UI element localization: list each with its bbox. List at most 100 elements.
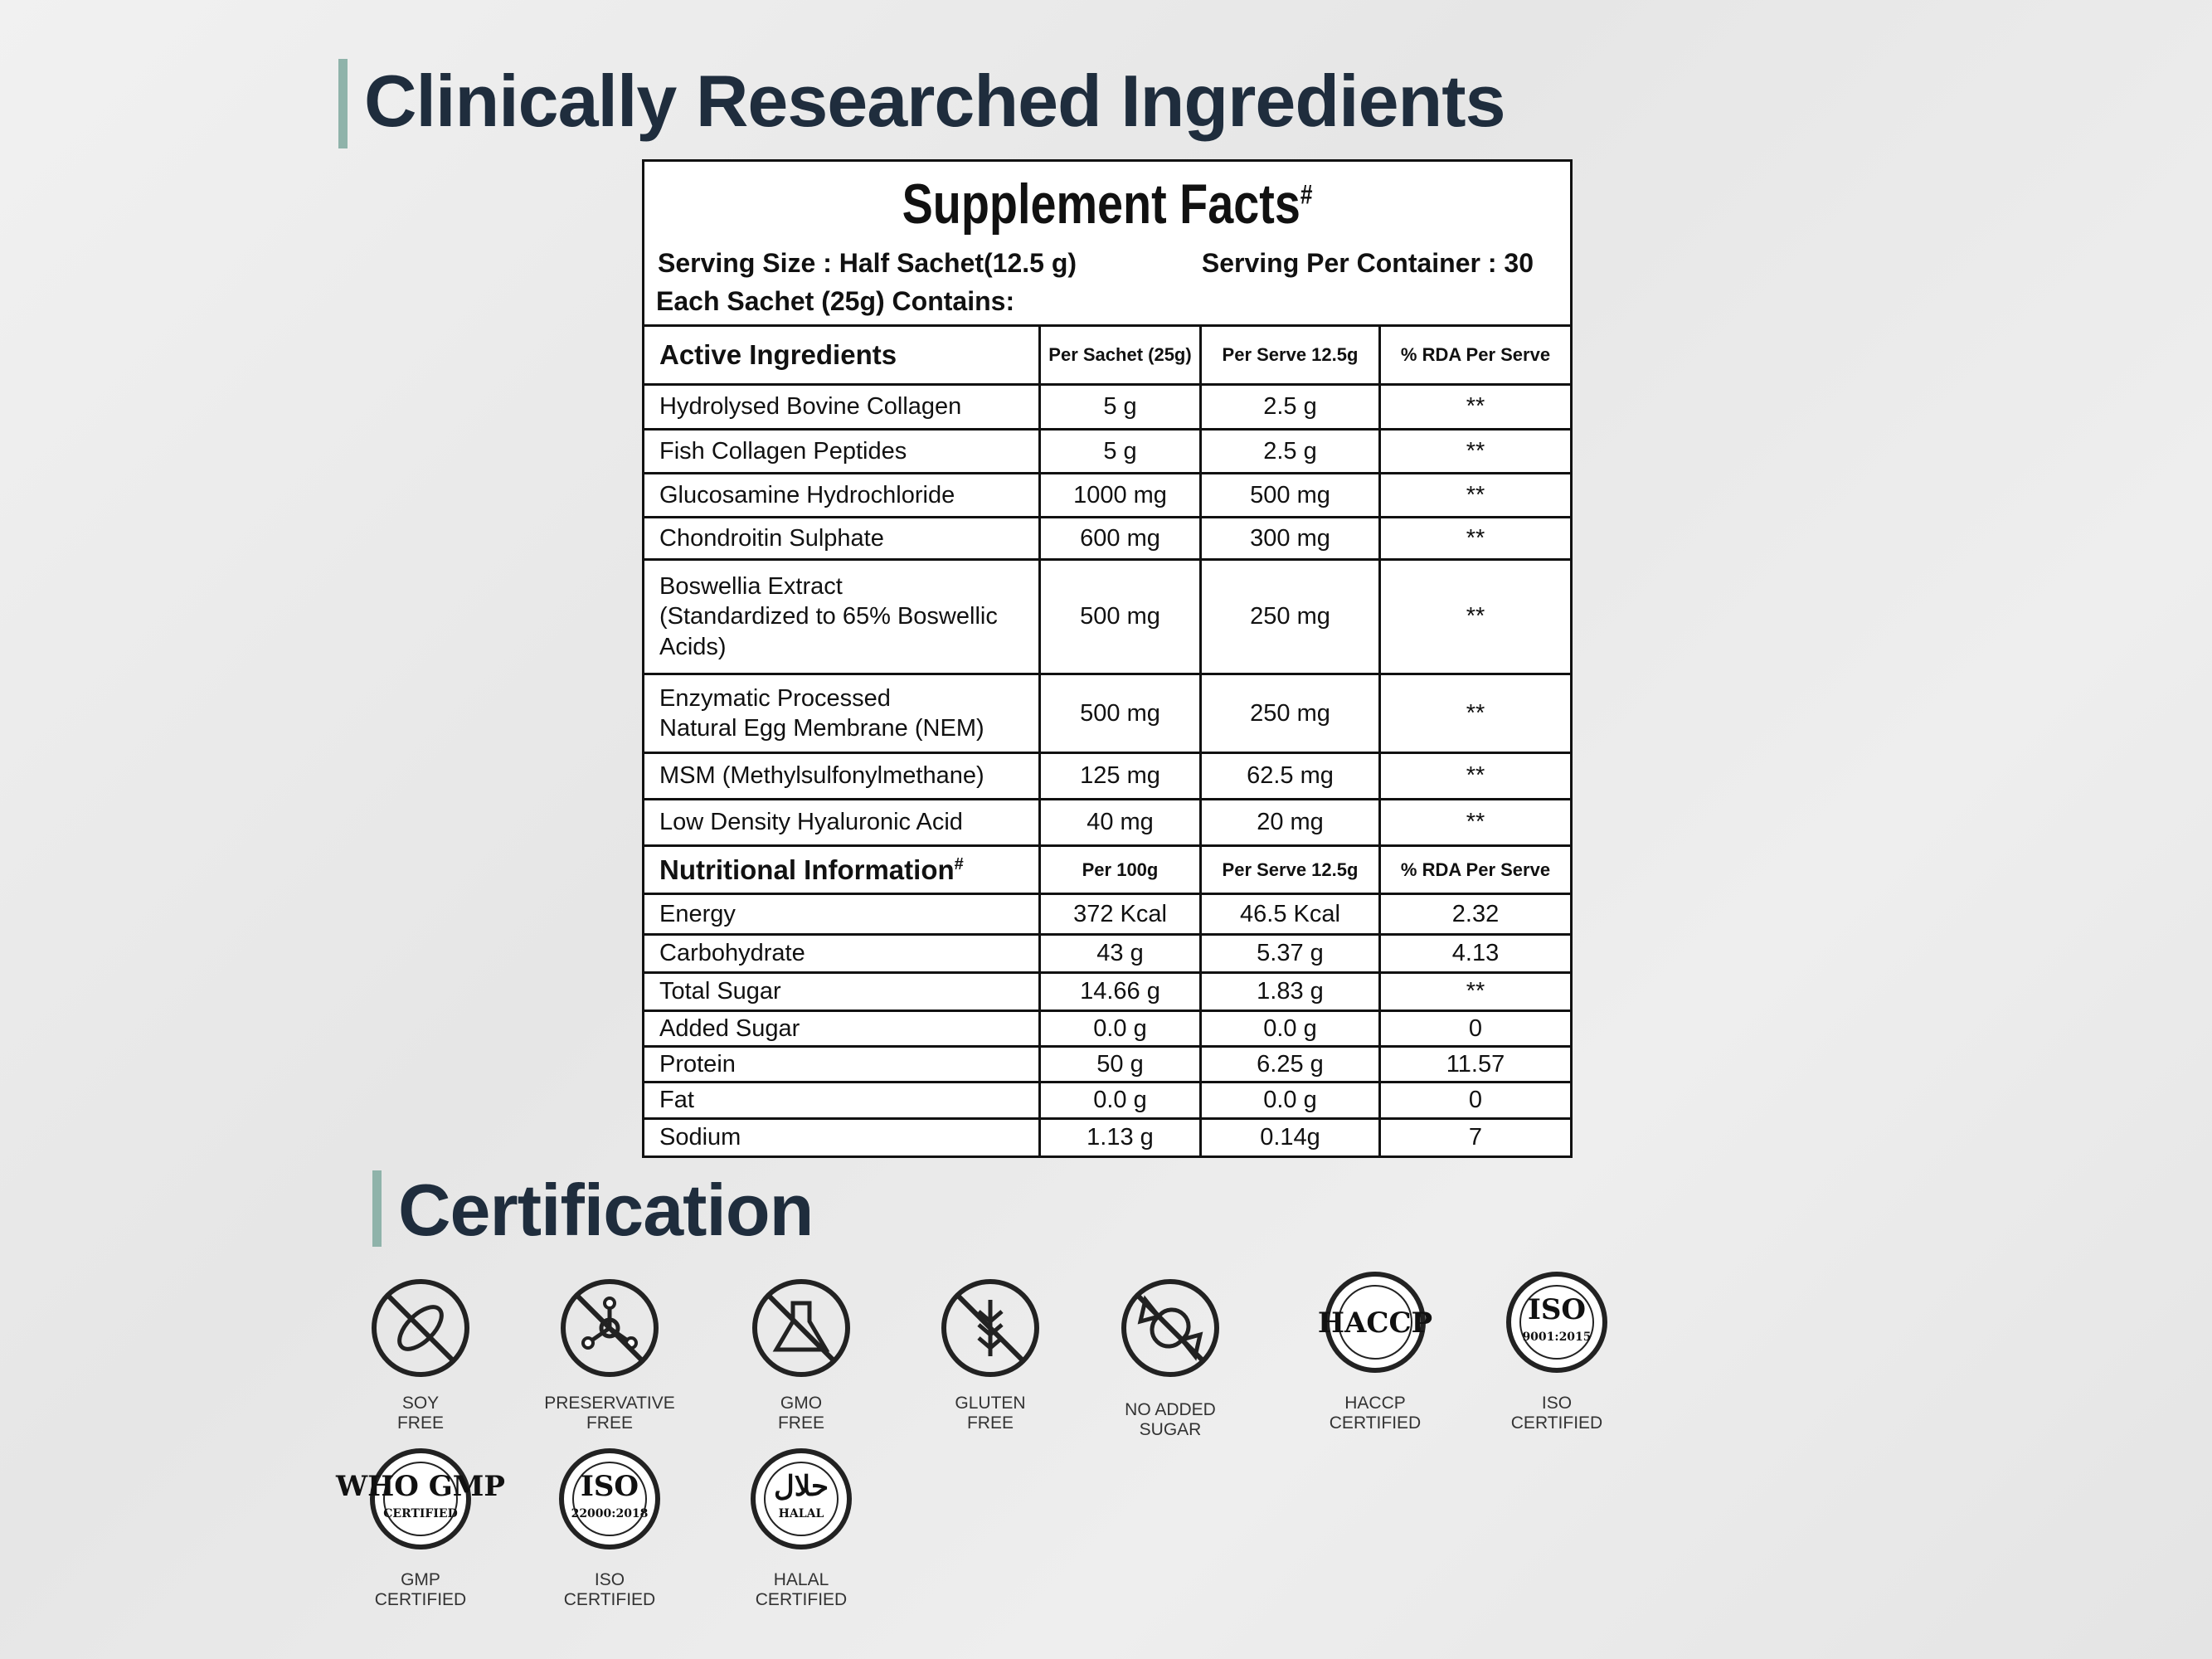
header-cell: Per 100g [1038, 844, 1202, 895]
facts-title: Supplement Facts# [727, 172, 1486, 236]
header-row: Nutritional Information# Per 100g Per Serv… [642, 844, 1573, 895]
badge-text: CERTIFIED [383, 1507, 457, 1520]
header-cell: Per Sachet (25g) [1038, 324, 1202, 386]
table-row: Sodium 1.13 g 0.14g 7 [642, 1117, 1573, 1158]
table-cell: 250 mg [1199, 558, 1381, 675]
table-cell: Carbohydrate [642, 933, 1041, 974]
table-cell: 600 mg [1038, 516, 1202, 561]
badge-text: حلال [774, 1470, 829, 1503]
cert-label: FREE [586, 1413, 633, 1433]
table-cell: MSM (Methylsulfonylmethane) [642, 752, 1041, 800]
facts-title-text: Supplement Facts [902, 173, 1300, 236]
badge-ring [559, 1448, 660, 1550]
table-cell: ** [1378, 752, 1573, 800]
badge-inner [572, 1462, 647, 1536]
badge-text: HALAL [779, 1507, 824, 1520]
table-cell: 250 mg [1199, 673, 1381, 754]
table-cell: ** [1378, 971, 1573, 1012]
table-cell: 125 mg [1038, 752, 1202, 800]
table-row: Energy 372 Kcal 46.5 Kcal 2.32 [642, 893, 1573, 936]
title-cell: Supplement Facts# Serving Size : Half Sac… [642, 159, 1573, 327]
table-cell: Boswellia Extract (Standardized to 65% B… [642, 558, 1041, 675]
table-cell: Glucosamine Hydrochloride [642, 472, 1041, 518]
cert-label: SOY [402, 1394, 439, 1413]
table-row: Chondroitin Sulphate 600 mg 300 mg ** [642, 516, 1573, 561]
table-cell: 43 g [1038, 933, 1202, 974]
cert-label: SUGAR [1140, 1420, 1202, 1439]
cert-label: CERTIFIED [1511, 1413, 1602, 1433]
table-cell: 11.57 [1378, 1045, 1573, 1083]
table-row: Protein 50 g 6.25 g 11.57 [642, 1045, 1573, 1083]
cert-label: CERTIFIED [564, 1590, 655, 1609]
table-row: Carbohydrate 43 g 5.37 g 4.13 [642, 933, 1573, 974]
table-cell: Energy [642, 893, 1041, 936]
section-heading: Certification [398, 1169, 814, 1251]
table-cell: 5 g [1038, 383, 1202, 431]
table-cell: 4.13 [1378, 933, 1573, 974]
header-cell: % RDA Per Serve [1378, 324, 1573, 386]
cert-label: GLUTEN [955, 1394, 1025, 1413]
table-cell: 0 [1378, 1081, 1573, 1120]
molecule-atom [581, 1336, 595, 1350]
title-row: Supplement Facts# Serving Size : Half Sac… [642, 159, 1573, 327]
table-cell: 0.0 g [1038, 1010, 1202, 1048]
header-text: Per 100g [1082, 859, 1159, 880]
table-cell: 500 mg [1038, 558, 1202, 675]
icon-slash [574, 1292, 645, 1364]
cert-label: FREE [967, 1413, 1014, 1433]
header-text: Per Sachet (25g) [1048, 344, 1192, 365]
badge-inner [383, 1462, 458, 1536]
table-cell: 6.25 g [1199, 1045, 1381, 1083]
table-cell: 46.5 Kcal [1199, 893, 1381, 936]
table-cell: ** [1378, 798, 1573, 847]
facts-title-mark: # [1300, 179, 1313, 210]
table-cell: ** [1378, 673, 1573, 754]
badge-inner [1338, 1285, 1412, 1360]
icon-ring [1121, 1279, 1219, 1377]
table-cell: 372 Kcal [1038, 893, 1202, 936]
table-cell: Fat [642, 1081, 1041, 1120]
table-cell: 0.0 g [1199, 1010, 1381, 1048]
table-row: Glucosamine Hydrochloride 1000 mg 500 mg ** [642, 472, 1573, 518]
badge-text: HACCP [1318, 1306, 1432, 1340]
table-cell: Added Sugar [642, 1010, 1041, 1048]
table-cell: 14.66 g [1038, 971, 1202, 1012]
badge-ring [370, 1448, 471, 1550]
cert-label: HALAL [774, 1570, 829, 1589]
header-text: Per Serve 12.5g [1222, 344, 1359, 365]
table-cell: Chondroitin Sulphate [642, 516, 1041, 561]
table-cell: Low Density Hyaluronic Acid [642, 798, 1041, 847]
badge-text: WHO GMP [335, 1470, 505, 1503]
header-cell: Per Serve 12.5g [1199, 324, 1381, 386]
badge-text: ISO [1528, 1293, 1586, 1326]
table-cell: 0.0 g [1038, 1081, 1202, 1120]
cert-label: PRESERVATIVE [544, 1394, 675, 1413]
table-cell: ** [1378, 516, 1573, 561]
table-cell: ** [1378, 472, 1573, 518]
badge-text: ISO [581, 1470, 639, 1503]
icon-slash [1135, 1292, 1206, 1364]
cert-label: GMP [401, 1570, 440, 1589]
icon-ring [752, 1279, 850, 1377]
header-text: % RDA Per Serve [1400, 344, 1551, 365]
serving-per-container: Serving Per Container : 30 [1201, 248, 1534, 278]
cert-label: CERTIFIED [375, 1590, 466, 1609]
table-cell: Protein [642, 1045, 1041, 1083]
cert-label: ISO [595, 1570, 625, 1589]
table-cell: 1000 mg [1038, 472, 1202, 518]
table-cell: Fish Collagen Peptides [642, 428, 1041, 474]
header-text: % RDA Per Serve [1400, 859, 1551, 880]
cert-label: GMO [780, 1394, 822, 1413]
table-cell: 5 g [1038, 428, 1202, 474]
table-cell: 7 [1378, 1117, 1573, 1158]
icon-slash [385, 1292, 456, 1364]
cert-label: FREE [778, 1413, 824, 1433]
icon-slash [955, 1292, 1026, 1364]
badge-ring [751, 1448, 852, 1550]
header-text: Per Serve 12.5g [1222, 859, 1359, 880]
table-row: Hydrolysed Bovine Collagen 5 g 2.5 g ** [642, 383, 1573, 431]
cert-label: CERTIFIED [1330, 1413, 1421, 1433]
